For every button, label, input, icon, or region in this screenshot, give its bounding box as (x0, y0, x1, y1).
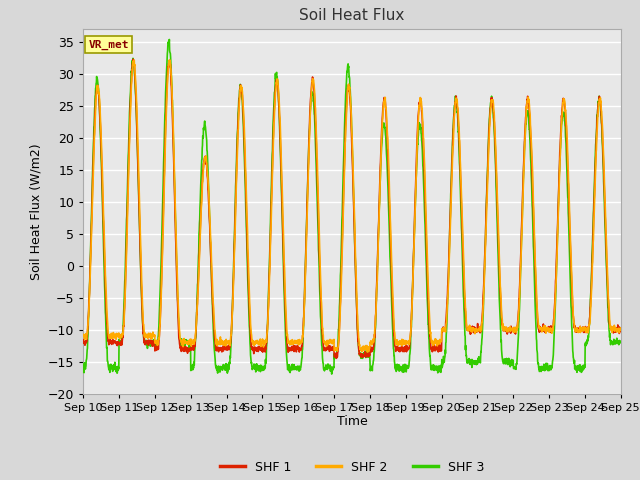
Title: Soil Heat Flux: Soil Heat Flux (300, 9, 404, 24)
Text: VR_met: VR_met (88, 40, 129, 50)
Y-axis label: Soil Heat Flux (W/m2): Soil Heat Flux (W/m2) (29, 143, 42, 279)
Legend: SHF 1, SHF 2, SHF 3: SHF 1, SHF 2, SHF 3 (215, 456, 489, 479)
X-axis label: Time: Time (337, 415, 367, 429)
